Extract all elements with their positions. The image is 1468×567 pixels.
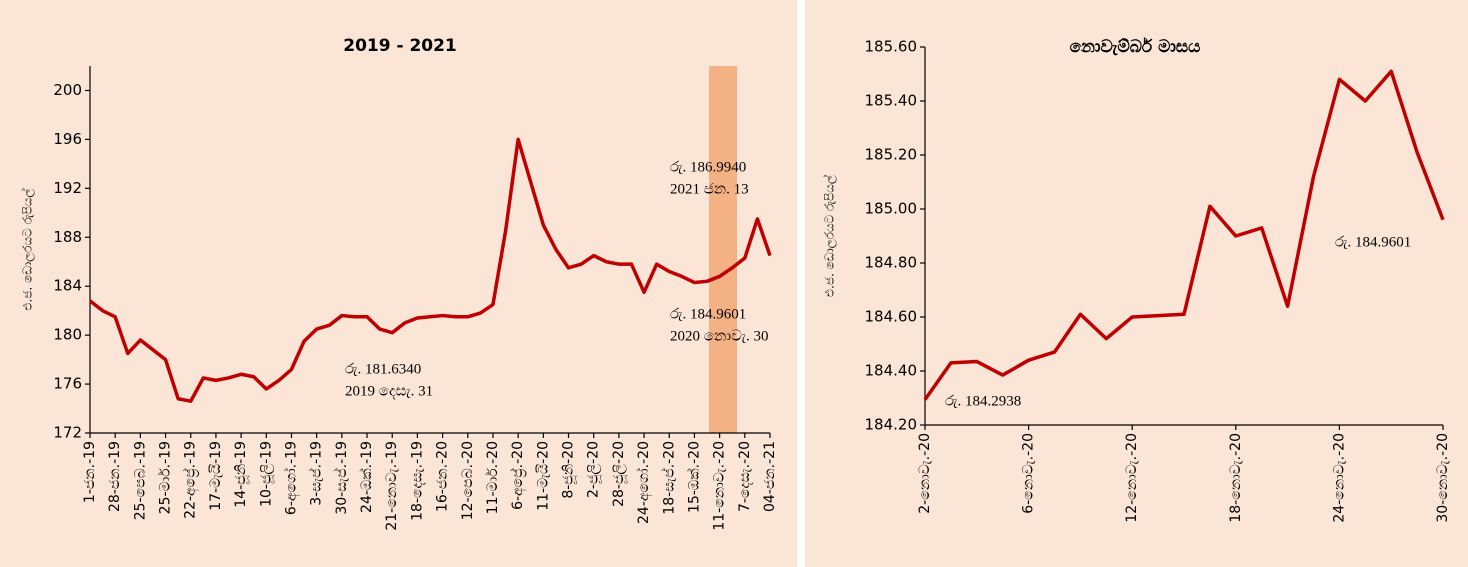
left-panel bbox=[0, 0, 797, 567]
annotation: රු. 184.9601 bbox=[670, 306, 746, 322]
x-tick-label: 6-අගෝ.-19 bbox=[283, 441, 300, 515]
y-tick-label: 184.40 bbox=[865, 362, 918, 380]
x-tick-label: 24-අගෝ.-20 bbox=[636, 441, 653, 524]
annotation: රු. 186.9940 bbox=[670, 159, 746, 175]
x-tick-label: 6-නොවැ.-20 bbox=[1021, 433, 1037, 514]
y-tick-label: 188 bbox=[53, 228, 82, 246]
x-tick-label: 14-ජූනි-19 bbox=[233, 441, 250, 508]
y-tick-label: 185.40 bbox=[865, 92, 918, 110]
y-tick-label: 196 bbox=[53, 130, 82, 148]
y-tick-label: 185.20 bbox=[865, 146, 918, 164]
x-tick-label: 3-සැප්.-19 bbox=[309, 441, 325, 506]
annotation: 2020 නොවැ. 30 bbox=[670, 328, 769, 344]
y-tick-label: 184.80 bbox=[865, 254, 918, 272]
y-tick-label: 192 bbox=[53, 179, 82, 197]
x-tick-label: 21-නොවැ.-19 bbox=[384, 441, 400, 531]
annotation: 2019 දෙසැ. 31 bbox=[345, 383, 433, 399]
x-tick-label: 30-සැප්.-19 bbox=[334, 441, 350, 515]
x-tick-label: 2-නොවැ.-20 bbox=[917, 433, 933, 514]
y-tick-label: 172 bbox=[53, 424, 82, 442]
x-tick-label: 12-නොවැ.-20 bbox=[1124, 433, 1140, 523]
y-tick-label: 184 bbox=[53, 277, 82, 295]
y-tick-label: 184.60 bbox=[865, 308, 918, 326]
x-tick-label: 1-ජන.-19 bbox=[82, 441, 98, 503]
x-tick-label: 25-මාර්.-19 bbox=[158, 441, 174, 514]
x-tick-label: 28-ජන.-19 bbox=[107, 441, 123, 512]
x-tick-label: 18-සැප්.-20 bbox=[661, 441, 677, 515]
x-tick-label: 2-ජූලි-20 bbox=[586, 441, 603, 498]
y-tick-label: 180 bbox=[53, 326, 82, 344]
annotation: 2021 ජන. 13 bbox=[670, 181, 749, 197]
y-tick-label: 185.00 bbox=[865, 200, 918, 218]
chart-title: 2019 - 2021 bbox=[343, 36, 457, 56]
annotation: රු. 184.9601 bbox=[1335, 234, 1411, 250]
x-tick-label: 25-පෙබ.-19 bbox=[132, 441, 148, 520]
x-tick-label: 18-නොවැ.-20 bbox=[1228, 433, 1244, 523]
x-tick-label: 11-මාර්.-20 bbox=[485, 441, 501, 514]
series-line bbox=[88, 137, 772, 403]
chart-title: නොවැම්බර් මාසය bbox=[1070, 37, 1201, 57]
x-tick-label: 30-නොවැ.-20 bbox=[1435, 433, 1451, 523]
x-tick-label: 8-ජූනි-20 bbox=[561, 441, 578, 499]
annotation: රු. 184.2938 bbox=[945, 393, 1021, 409]
annotation: රු. 181.6340 bbox=[345, 361, 421, 377]
x-tick-label: 24-ඔක්.-19 bbox=[359, 441, 375, 513]
y-tick-label: 200 bbox=[53, 81, 82, 99]
y-axis-label: එ.ජ. ඩොලරයට රුපියල් bbox=[20, 188, 35, 310]
y-axis-label: එ.ජ. ඩොලරයට රුපියල් bbox=[822, 175, 837, 297]
x-tick-label: 22-අප්‍රේ.-19 bbox=[183, 441, 200, 519]
y-tick-label: 185.60 bbox=[865, 38, 918, 56]
x-tick-label: 11-මැයි-20 bbox=[535, 441, 551, 511]
x-tick-label: 11-නොවැ.-20 bbox=[712, 441, 728, 531]
x-tick-label: 10-ජූලි-19 bbox=[258, 441, 275, 507]
x-tick-label: 16-ජන.-20 bbox=[435, 441, 451, 512]
x-tick-label: 6-අප්‍රේ.-20 bbox=[510, 441, 527, 510]
x-tick-label: 18-දෙසැ.-19 bbox=[409, 441, 425, 521]
series-line bbox=[923, 69, 1445, 401]
x-tick-label: 15-ඔක්.-20 bbox=[686, 441, 702, 513]
y-tick-label: 184.20 bbox=[865, 416, 918, 434]
highlight-band bbox=[709, 66, 737, 433]
x-tick-label: 17-මැයි-19 bbox=[208, 441, 224, 511]
x-tick-label: 28-ජූලි-20 bbox=[611, 441, 628, 507]
x-tick-label: 12-පෙබ.-20 bbox=[460, 441, 476, 520]
x-tick-label: 7-දෙසැ.-20 bbox=[737, 441, 753, 512]
y-tick-label: 176 bbox=[53, 375, 82, 393]
x-tick-label: 04-ජන.-21 bbox=[762, 441, 778, 512]
x-tick-label: 24-නොවැ.-20 bbox=[1331, 433, 1347, 523]
